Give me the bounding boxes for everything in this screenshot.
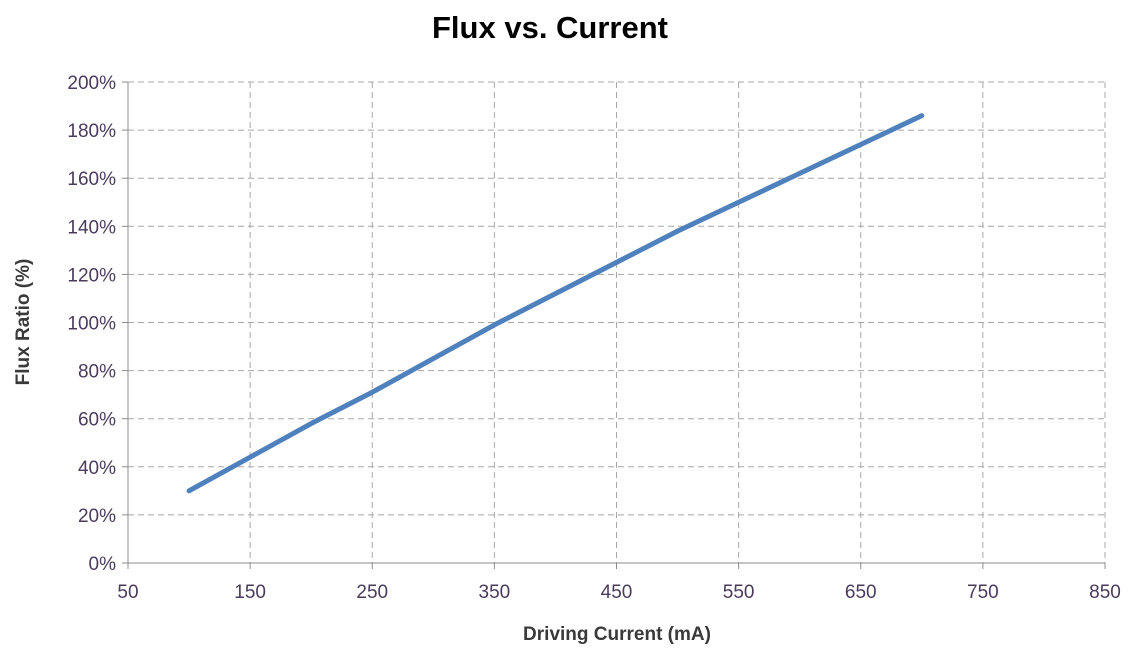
x-tick-label: 850 xyxy=(1089,582,1121,603)
x-tick-label: 450 xyxy=(601,582,633,603)
y-tick-label: 60% xyxy=(78,410,116,431)
x-tick-label: 50 xyxy=(117,582,138,603)
y-axis-title: Flux Ratio (%) xyxy=(13,259,34,386)
x-axis-ticks: 50 150 250 350 450 550 650 750 850 xyxy=(117,563,1121,603)
x-tick-label: 550 xyxy=(723,582,755,603)
x-tick-label: 250 xyxy=(356,582,388,603)
x-tick-label: 650 xyxy=(845,582,877,603)
y-tick-label: 100% xyxy=(67,314,116,335)
y-tick-label: 40% xyxy=(78,458,116,479)
series-line xyxy=(186,113,925,494)
x-tick-label: 750 xyxy=(967,582,999,603)
y-tick-label: 160% xyxy=(67,169,116,190)
x-tick-label: 350 xyxy=(479,582,511,603)
y-tick-label: 200% xyxy=(67,73,116,94)
x-axis-title: Driving Current (mA) xyxy=(523,624,711,645)
series-group xyxy=(186,113,925,494)
y-tick-label: 80% xyxy=(78,362,116,383)
chart-title: Flux vs. Current xyxy=(432,10,668,45)
y-axis-ticks: 0% 20% 40% 60% 80% 100% 120% 140% 160% 180% 200% xyxy=(67,73,128,575)
y-tick-label: 0% xyxy=(89,554,117,575)
y-tick-label: 180% xyxy=(67,121,116,142)
grid xyxy=(128,81,1106,563)
y-tick-label: 120% xyxy=(67,265,116,286)
y-tick-label: 140% xyxy=(67,217,116,238)
x-tick-label: 150 xyxy=(234,582,266,603)
y-tick-label: 20% xyxy=(78,506,116,527)
